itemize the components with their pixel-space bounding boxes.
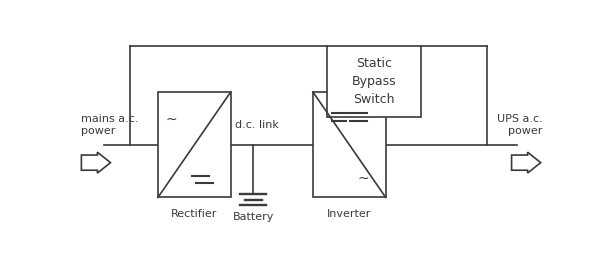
Text: d.c. link: d.c. link [235,120,279,130]
Text: Inverter: Inverter [327,209,371,219]
Polygon shape [81,152,110,173]
Bar [313,92,385,198]
Text: Rectifier: Rectifier [171,209,218,219]
Text: ~: ~ [165,112,177,126]
Bar [158,92,231,198]
Text: mains a.c.
power: mains a.c. power [81,114,139,136]
Polygon shape [511,152,541,173]
Text: Static
Bypass
Switch: Static Bypass Switch [351,57,396,106]
Text: Battery: Battery [233,212,274,222]
Text: UPS a.c.
power: UPS a.c. power [497,114,542,136]
Text: ~: ~ [358,172,369,185]
Bar [327,45,421,117]
